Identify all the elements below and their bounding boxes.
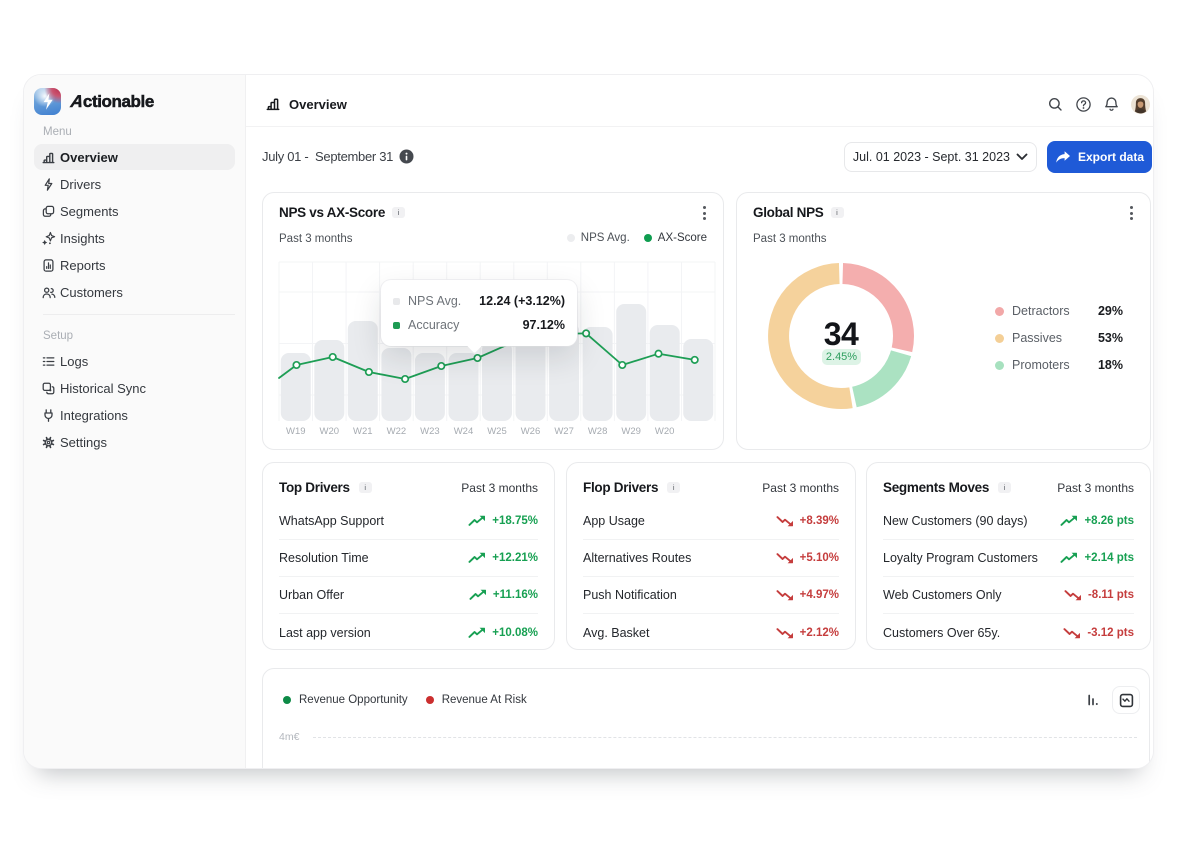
svg-text:W25: W25 [487, 426, 507, 437]
svg-text:W24: W24 [454, 426, 474, 437]
svg-text:W19: W19 [286, 426, 306, 437]
svg-text:W21: W21 [353, 426, 373, 437]
svg-text:W23: W23 [420, 426, 440, 437]
svg-text:W20: W20 [320, 426, 340, 437]
svg-text:W22: W22 [387, 426, 407, 437]
svg-text:W28: W28 [588, 426, 608, 437]
svg-text:W20: W20 [655, 426, 675, 437]
svg-text:W29: W29 [621, 426, 641, 437]
svg-text:W27: W27 [554, 426, 574, 437]
svg-text:W26: W26 [521, 426, 541, 437]
